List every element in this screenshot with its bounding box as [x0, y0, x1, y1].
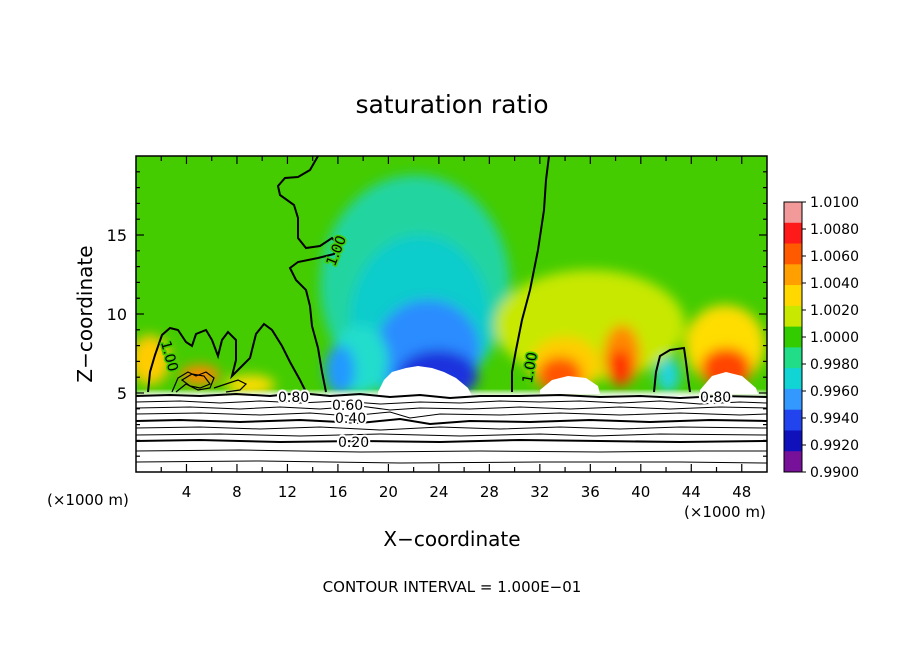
x-tick-label: 36 [581, 483, 600, 501]
y-axis: 5 10 15 [107, 171, 767, 457]
colorbar-swatch [784, 222, 802, 245]
contour-labels: 1.00 1.00 1.00 0.80 0.60 0.40 0.20 0.80 [156, 232, 734, 453]
contour-label: 0.80 [278, 390, 309, 406]
x-unit-right: (×1000 m) [684, 503, 766, 521]
colorbar-label: 1.0040 [810, 276, 859, 292]
colorbar-label: 1.0100 [810, 195, 859, 211]
colorbar-swatch [784, 202, 802, 224]
colorbar-swatch [784, 451, 802, 473]
x-tick-label: 12 [278, 483, 297, 501]
colorbar-label: 1.0080 [810, 222, 859, 238]
colorbar-label: 0.9900 [810, 465, 859, 481]
x-tick-label: 32 [530, 483, 549, 501]
colorbar-swatch [784, 243, 802, 265]
x-tick-label: 16 [328, 483, 347, 501]
y-tick-label: 10 [107, 305, 127, 324]
x-axis-label: X−coordinate [383, 527, 520, 551]
x-tick-label: 24 [429, 483, 448, 501]
colorbar-swatch [784, 430, 802, 452]
field-variations [136, 175, 765, 405]
colorbar-label: 0.9980 [810, 357, 859, 373]
x-unit-left: (×1000 m) [47, 491, 129, 509]
y-axis-label: Z−coordinate [73, 245, 97, 382]
contour-1.00 [147, 156, 691, 393]
y-tick-label: 5 [117, 384, 127, 403]
x-tick-label: 20 [379, 483, 398, 501]
colorbar-swatch [784, 347, 802, 369]
colorbar-label: 1.0000 [810, 330, 859, 346]
colorbar-label: 0.9960 [810, 384, 859, 400]
plot-area: 1.00 1.00 1.00 0.80 0.60 0.40 0.20 0.80 [136, 156, 767, 472]
colorbar-swatch [784, 264, 802, 286]
colorbar-swatch [784, 409, 802, 431]
contour-knot [171, 371, 248, 393]
cloud-right-2 [700, 372, 758, 394]
cloud-right-1 [540, 376, 600, 394]
contour-label: 0.40 [335, 411, 366, 427]
colorbar-label: 0.9940 [810, 411, 859, 427]
x-tick-label: 28 [480, 483, 499, 501]
x-tick-label: 8 [232, 483, 242, 501]
x-tick-label: 44 [682, 483, 701, 501]
contour-label: 0.80 [700, 390, 731, 406]
y-tick-label: 15 [107, 226, 127, 245]
colorbar-swatch [784, 368, 802, 390]
contour-label: 0.20 [338, 435, 369, 451]
x-axis: 4 8 12 16 20 24 28 32 36 40 44 48 [160, 156, 751, 501]
colorbar-label: 1.0020 [810, 303, 859, 319]
colorbar-swatch [784, 285, 802, 307]
x-tick-label: 48 [732, 483, 751, 501]
colorbar: 1.0100 1.0080 1.0060 1.0040 1.0020 1.0000 0.99… [783, 195, 859, 481]
colorbar-swatch [784, 388, 802, 411]
x-tick-label: 40 [631, 483, 650, 501]
colorbar-swatch [784, 305, 802, 328]
colorbar-swatch [784, 326, 802, 348]
contour-interval-note: CONTOUR INTERVAL = 1.000E−01 [323, 578, 582, 596]
contour-label: 0.60 [332, 398, 363, 414]
lower-contours [136, 391, 767, 464]
colorbar-label: 1.0060 [810, 249, 859, 265]
chart-title: saturation ratio [355, 90, 548, 119]
cloud-core [378, 366, 472, 396]
x-tick-label: 4 [182, 483, 192, 501]
colorbar-label: 0.9920 [810, 438, 859, 454]
